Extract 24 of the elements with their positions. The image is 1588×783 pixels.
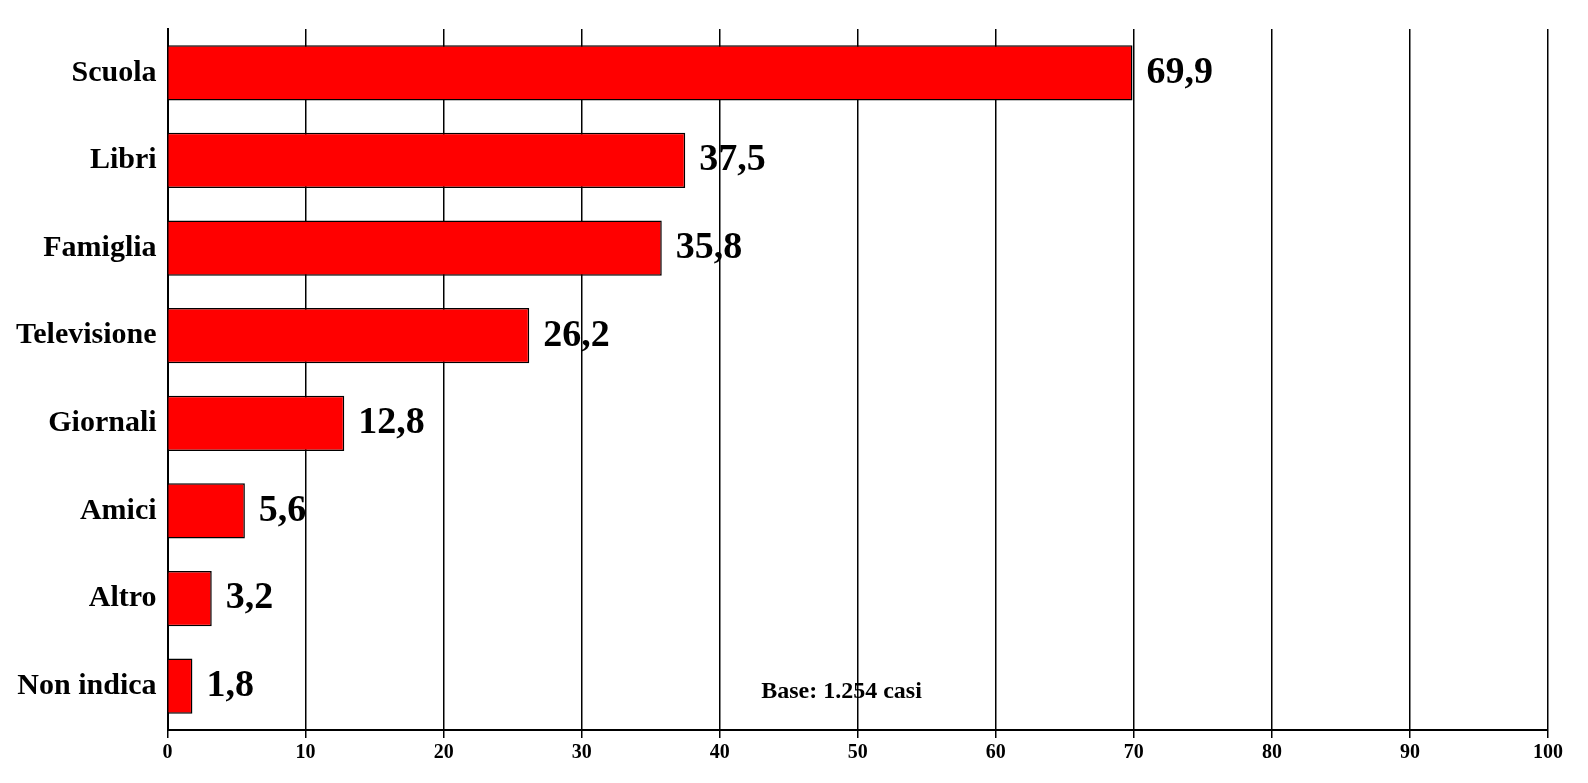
y-tick-label: Famiglia bbox=[43, 228, 157, 262]
x-tick-label: 80 bbox=[1261, 740, 1282, 763]
x-tick-label: 0 bbox=[162, 740, 173, 763]
y-tick-label: Giornali bbox=[48, 404, 157, 438]
data-label: 69,9 bbox=[1146, 48, 1213, 91]
data-label: 5,6 bbox=[258, 486, 307, 529]
x-tick-label: 100 bbox=[1533, 740, 1563, 763]
y-tick-label: Altro bbox=[88, 579, 157, 613]
y-tick-label: Scuola bbox=[71, 53, 157, 87]
data-label: 1,8 bbox=[206, 662, 254, 704]
x-tick-label: 50 bbox=[847, 740, 868, 763]
data-label: 3,2 bbox=[225, 574, 274, 617]
x-tick-label: 60 bbox=[985, 740, 1006, 763]
y-tick-label: Non indica bbox=[17, 666, 157, 700]
data-label: 12,8 bbox=[358, 399, 425, 442]
x-tick-label: 10 bbox=[295, 740, 316, 763]
x-tick-label: 40 bbox=[709, 740, 730, 763]
x-tick-label: 20 bbox=[433, 740, 454, 763]
x-tick-label: 30 bbox=[571, 740, 592, 763]
y-tick-label: Libri bbox=[89, 141, 157, 175]
x-tick-label: 70 bbox=[1123, 740, 1144, 763]
x-tick-label: 90 bbox=[1399, 740, 1420, 763]
y-tick-label: Televisione bbox=[15, 316, 157, 350]
y-tick-label: Amici bbox=[79, 491, 157, 525]
